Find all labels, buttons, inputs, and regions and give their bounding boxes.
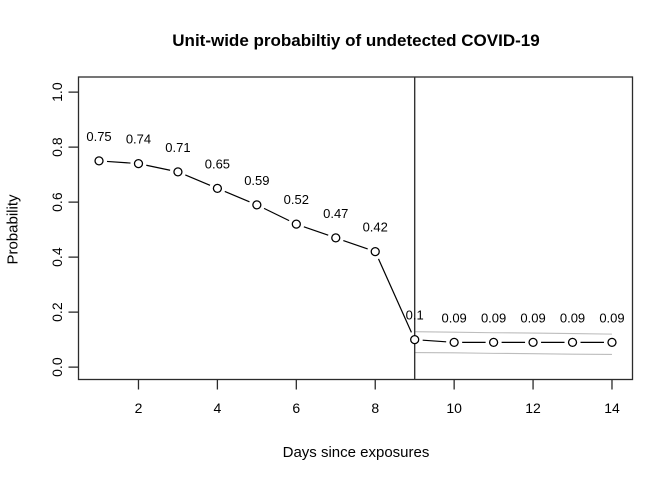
x-tick-label: 6: [292, 400, 300, 416]
data-point: [291, 219, 301, 229]
data-point: [488, 337, 499, 348]
data-point: [449, 337, 459, 348]
data-point-label: 0.65: [205, 156, 230, 171]
data-point-label: 0.09: [481, 310, 506, 325]
data-point: [528, 337, 538, 348]
data-point: [252, 200, 262, 210]
x-tick-label: 4: [213, 400, 221, 416]
data-point-label: 0.42: [363, 220, 388, 235]
data-point-label: 0.09: [599, 310, 624, 325]
x-axis-title: Days since exposures: [282, 444, 430, 461]
x-tick-label: 12: [525, 400, 541, 416]
data-point: [173, 167, 183, 177]
data-point-label: 0.09: [441, 310, 466, 325]
ci-lower-line: [414, 352, 612, 356]
x-tick-label: 10: [446, 400, 462, 416]
y-tick-label: 0.8: [49, 137, 65, 157]
x-tick-label: 8: [371, 400, 379, 416]
data-point: [410, 334, 420, 345]
x-tick-label: 2: [135, 400, 143, 416]
series-segment: [343, 239, 368, 250]
y-tick-label: 0.0: [49, 357, 65, 377]
chart-title: Unit-wide probabiltiy of undetected COVI…: [172, 31, 540, 50]
y-tick-label: 0.2: [49, 302, 65, 322]
y-tick-label: 1.0: [49, 82, 65, 102]
data-point-label: 0.74: [126, 132, 151, 147]
data-point-label: 0.47: [323, 206, 348, 221]
data-point: [567, 337, 578, 348]
y-axis-title: Probability: [4, 194, 22, 265]
x-tick-label: 14: [604, 400, 620, 416]
data-point: [370, 246, 380, 257]
data-point-label: 0.09: [520, 310, 545, 325]
series-segment: [263, 207, 290, 222]
y-tick-label: 0.6: [49, 192, 65, 212]
series-segment: [303, 226, 329, 236]
data-point: [607, 337, 617, 348]
ci-upper-line: [414, 331, 612, 335]
series-segment: [185, 174, 211, 186]
data-point: [133, 158, 144, 169]
series-segment: [377, 258, 412, 333]
series-segment: [224, 190, 250, 203]
data-point-label: 0.59: [244, 173, 269, 188]
data-point-label: 0.1: [406, 308, 424, 323]
data-point-label: 0.09: [560, 310, 585, 325]
plot-box: [77, 76, 634, 381]
data-point: [212, 183, 223, 194]
series-segment: [422, 339, 447, 343]
series-segment: [106, 160, 131, 164]
data-point: [94, 156, 104, 166]
data-point-label: 0.71: [165, 140, 190, 155]
y-tick-label: 0.4: [49, 247, 65, 267]
data-point-label: 0.75: [86, 129, 111, 144]
series-segment: [146, 164, 171, 171]
data-point: [331, 233, 341, 243]
data-point-label: 0.52: [284, 192, 309, 207]
